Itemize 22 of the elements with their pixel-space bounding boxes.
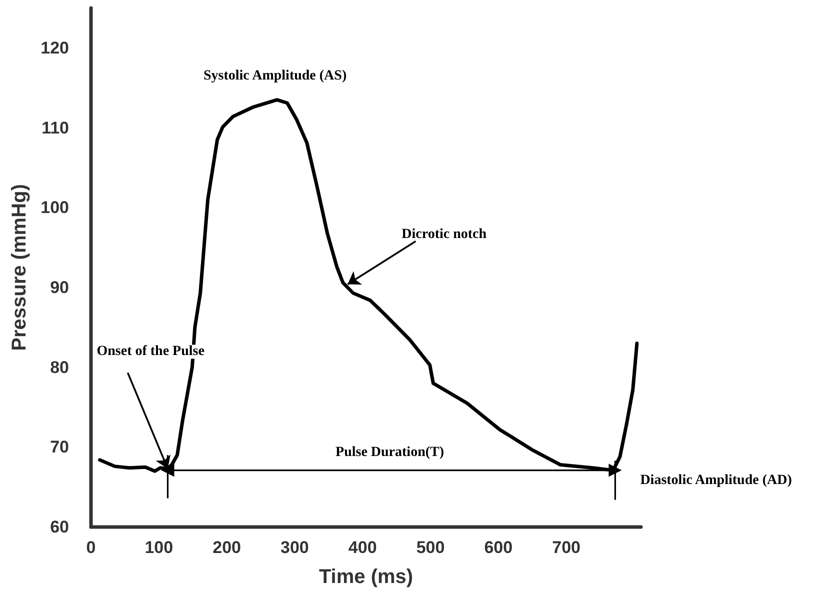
- x-tick-label: 200: [212, 538, 241, 557]
- annotation: Pulse Duration(T): [336, 444, 444, 460]
- annotation: Systolic Amplitude (AS): [203, 68, 347, 84]
- y-tick-label: 110: [42, 118, 69, 138]
- y-tick-label: 70: [50, 438, 69, 457]
- y-tick-label: 120: [40, 38, 69, 58]
- y-axis-title: Pressure (mmHg): [8, 184, 31, 351]
- x-tick-label: 100: [144, 538, 174, 557]
- x-tick-label: 600: [484, 538, 513, 557]
- y-tick-label: 60: [50, 518, 69, 536]
- x-tick-label: 400: [348, 538, 377, 557]
- x-tick-label: 300: [280, 538, 309, 557]
- y-tick-label: 100: [40, 198, 69, 218]
- annotation: Onset of the Pulse: [96, 344, 204, 360]
- x-tick-label: 700: [552, 538, 580, 557]
- x-axis-title: Time (ms): [318, 566, 414, 588]
- x-tick-label: 0: [86, 538, 96, 557]
- y-tick-label: 90: [50, 278, 69, 297]
- annotation: Dicrotic notch: [402, 226, 487, 242]
- y-tick-label: 80: [50, 358, 69, 377]
- annotation: Diastolic Amplitude (AD): [640, 472, 792, 488]
- x-tick-label: 500: [416, 538, 445, 557]
